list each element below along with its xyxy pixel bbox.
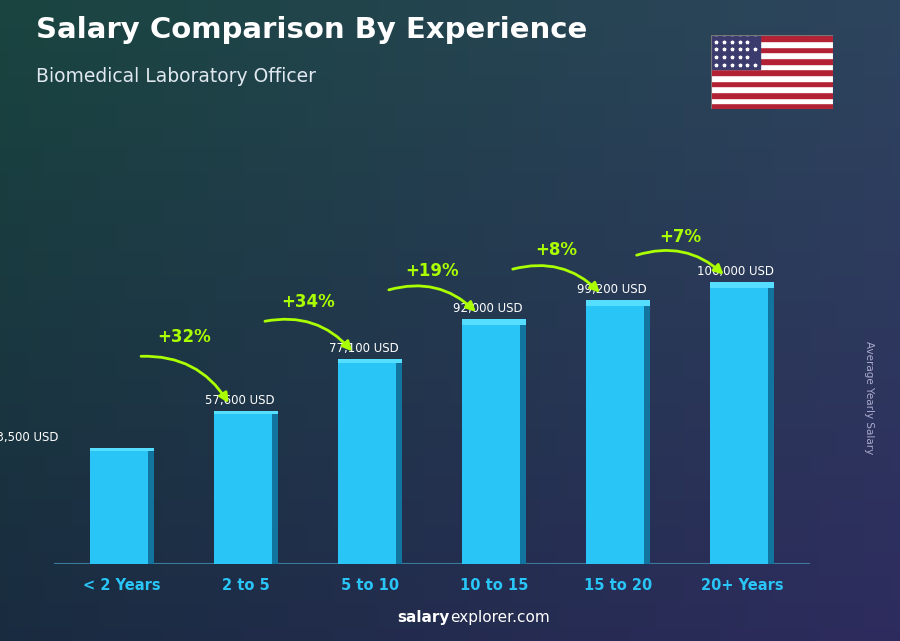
Text: salary: salary [398,610,450,625]
Text: 43,500 USD: 43,500 USD [0,431,59,444]
Bar [768,282,774,564]
FancyArrowPatch shape [513,265,598,290]
Text: Salary Comparison By Experience: Salary Comparison By Experience [36,16,587,44]
Text: +34%: +34% [281,294,335,312]
Bar [711,53,832,58]
Bar [711,63,832,69]
Text: +19%: +19% [405,262,459,280]
Text: Biomedical Laboratory Officer: Biomedical Laboratory Officer [36,67,316,87]
Bar [519,319,526,564]
FancyBboxPatch shape [462,319,526,564]
Bar [90,448,155,451]
Bar [272,411,278,564]
Bar [711,75,832,81]
FancyBboxPatch shape [586,300,650,564]
Bar [711,81,832,87]
Bar [711,103,832,109]
Text: 99,200 USD: 99,200 USD [577,283,646,296]
FancyArrowPatch shape [265,319,350,349]
FancyArrowPatch shape [389,286,473,310]
Text: +7%: +7% [659,228,701,246]
Text: explorer.com: explorer.com [450,610,550,625]
FancyBboxPatch shape [709,282,774,564]
Bar [711,35,832,41]
Bar [711,92,832,97]
Bar [711,69,832,75]
Bar [462,319,526,324]
FancyBboxPatch shape [338,359,402,564]
Bar [709,282,774,288]
Text: +8%: +8% [535,242,577,260]
Bar [711,58,832,63]
Bar [338,359,402,363]
Text: 77,100 USD: 77,100 USD [329,342,399,355]
Bar [711,41,832,47]
FancyBboxPatch shape [214,411,278,564]
Bar [214,411,278,414]
FancyArrowPatch shape [141,356,227,401]
Text: 57,600 USD: 57,600 USD [205,394,274,407]
Bar [644,300,650,564]
Bar [711,87,832,92]
Text: 92,000 USD: 92,000 USD [453,302,523,315]
Text: Average Yearly Salary: Average Yearly Salary [863,341,874,454]
Bar [711,47,832,53]
FancyArrowPatch shape [636,251,722,272]
Bar [711,35,760,69]
Text: 106,000 USD: 106,000 USD [698,265,774,278]
Bar [711,97,832,103]
Bar [148,448,155,564]
Text: +32%: +32% [158,328,211,346]
Bar [396,359,402,564]
FancyBboxPatch shape [90,448,155,564]
Bar [586,300,650,306]
